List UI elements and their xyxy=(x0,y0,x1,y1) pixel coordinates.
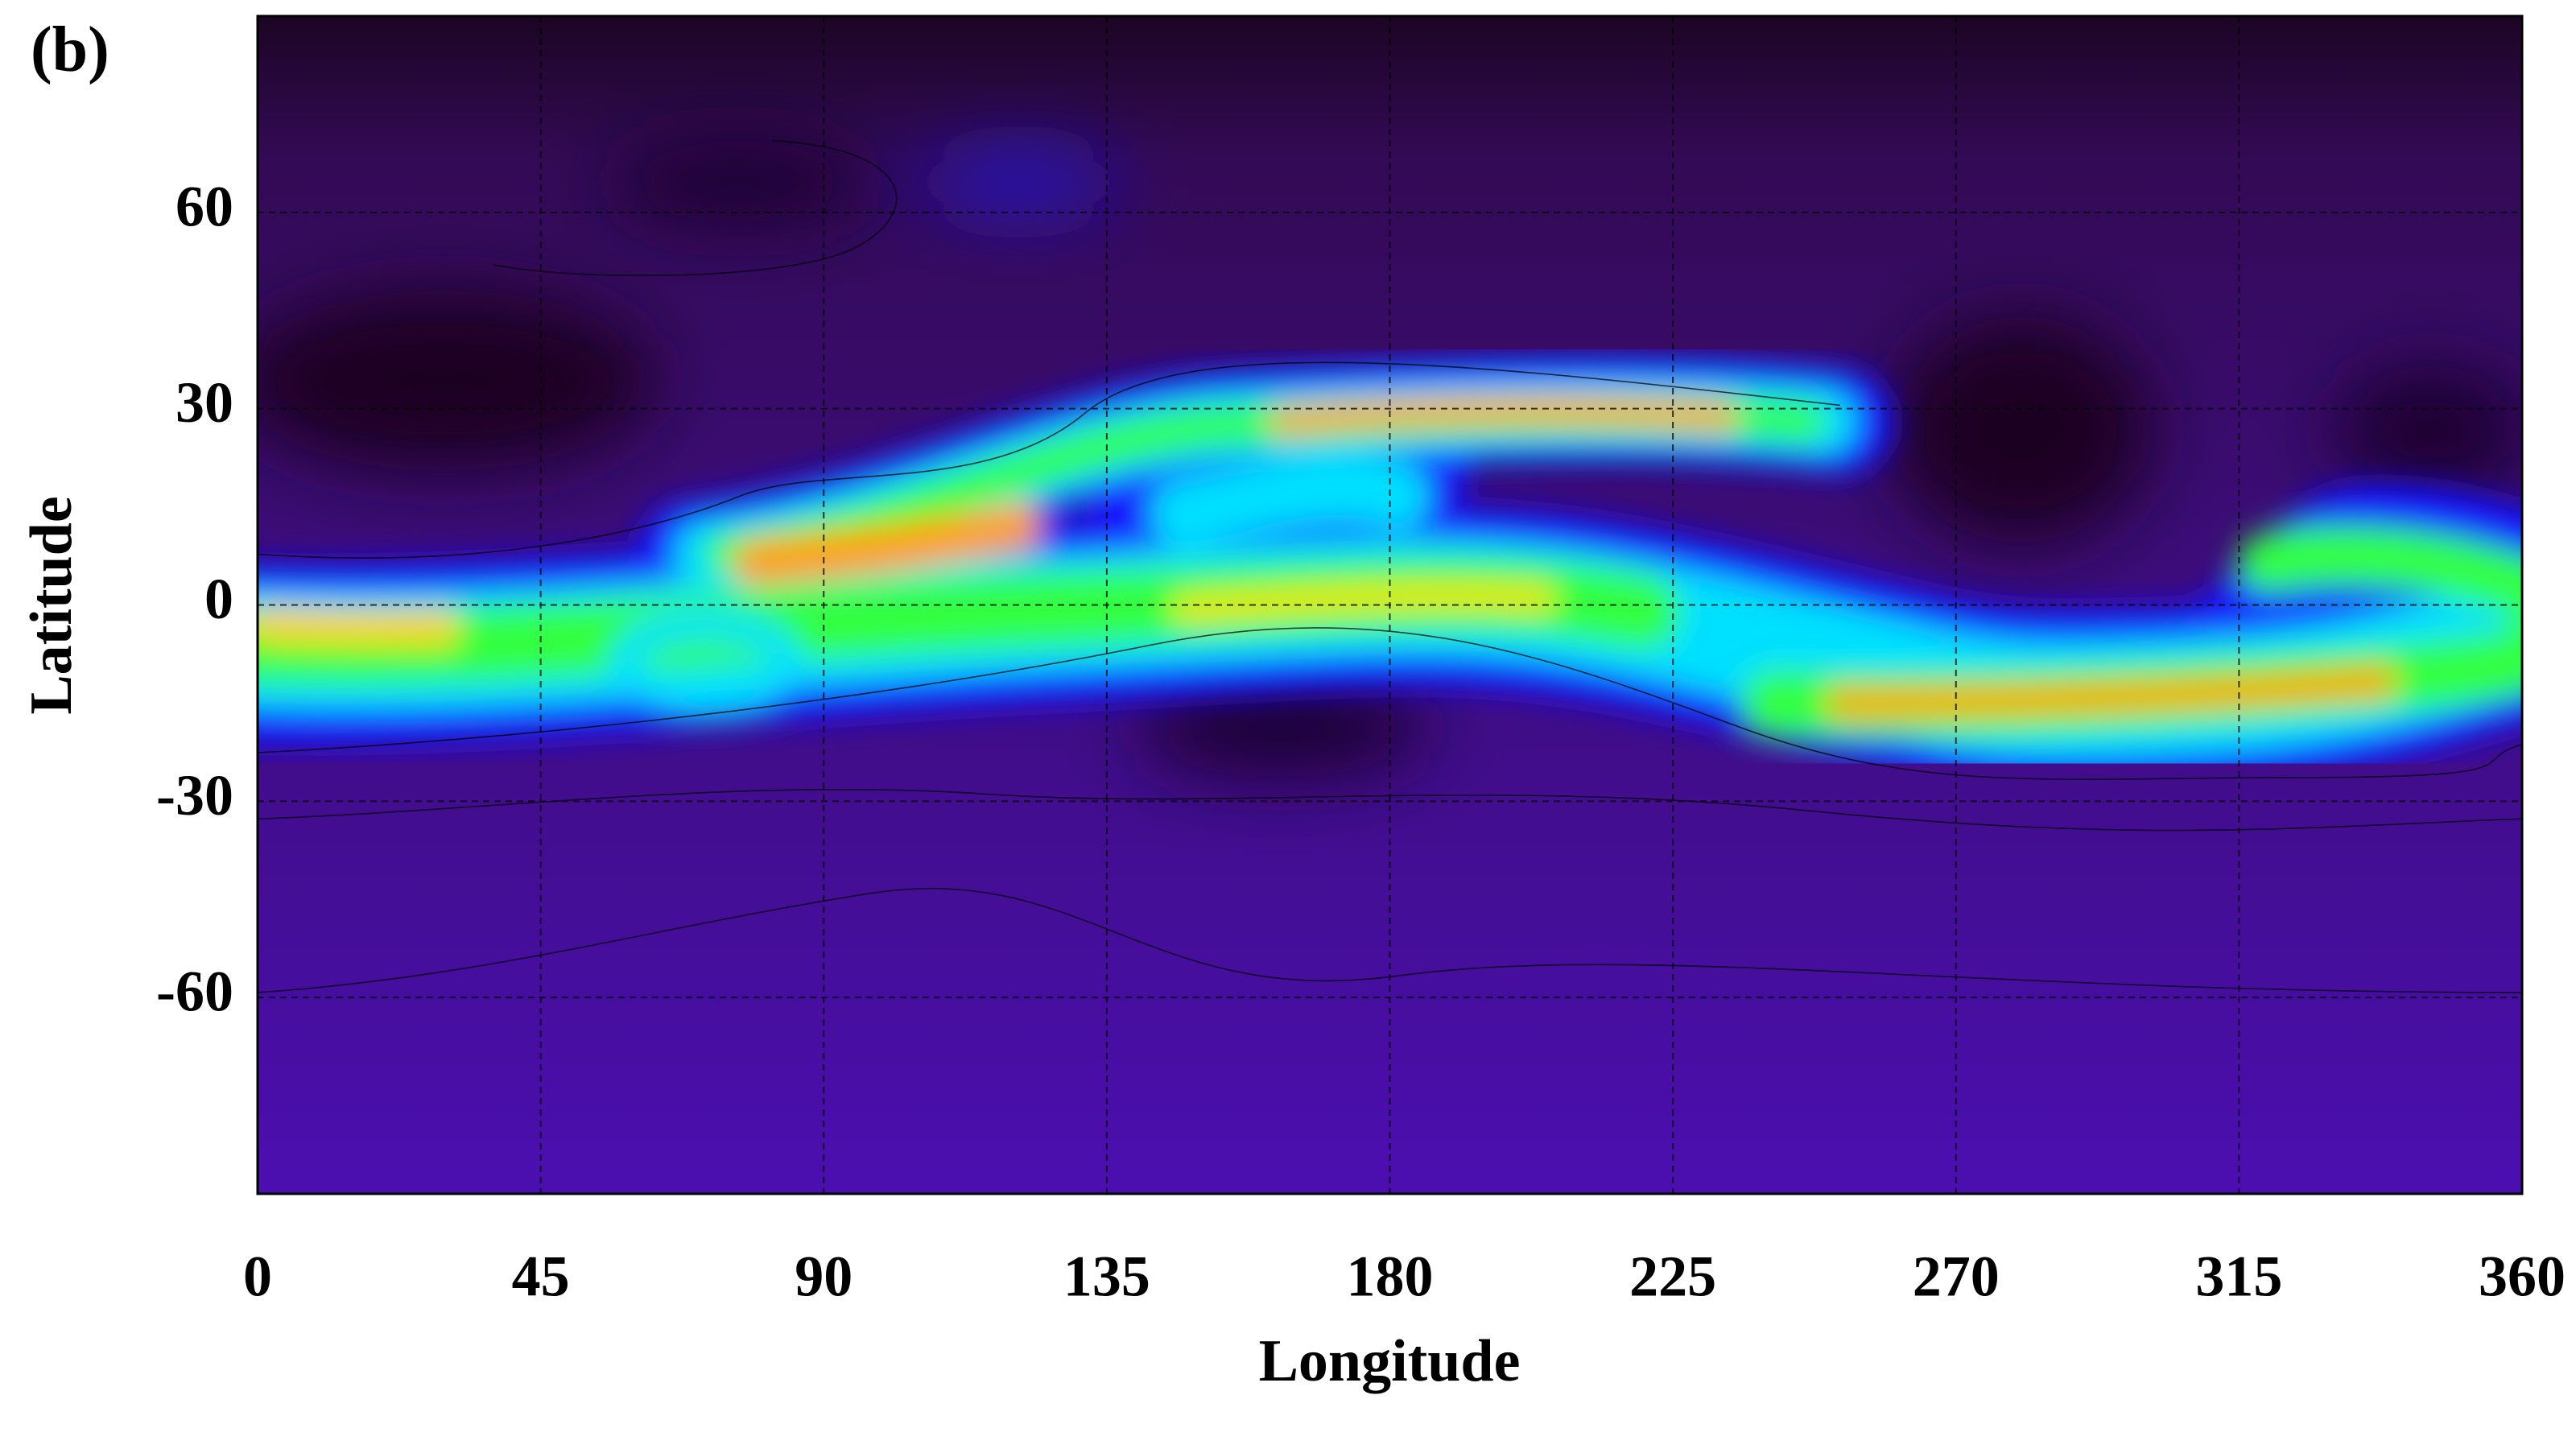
y-tick-label: 60 xyxy=(175,174,233,238)
panel-label: (b) xyxy=(31,14,109,85)
x-tick-label: 0 xyxy=(243,1245,272,1309)
x-tick-label: 180 xyxy=(1347,1245,1434,1309)
y-tick-label: 30 xyxy=(175,370,233,435)
y-tick-label: -60 xyxy=(156,960,233,1024)
x-tick-label: 45 xyxy=(512,1245,570,1309)
y-tick-label: 0 xyxy=(204,567,233,631)
x-tick-label: 360 xyxy=(2479,1245,2566,1309)
x-tick-label: 315 xyxy=(2195,1245,2282,1309)
x-tick-label: 225 xyxy=(1629,1245,1716,1309)
x-tick-label: 90 xyxy=(795,1245,852,1309)
x-axis-label: Longitude xyxy=(1259,1328,1521,1394)
y-tick-label: -30 xyxy=(156,763,233,828)
x-tick-label: 135 xyxy=(1063,1245,1150,1309)
y-axis-label: Latitude xyxy=(19,496,85,714)
x-tick-label: 270 xyxy=(1913,1245,2000,1309)
